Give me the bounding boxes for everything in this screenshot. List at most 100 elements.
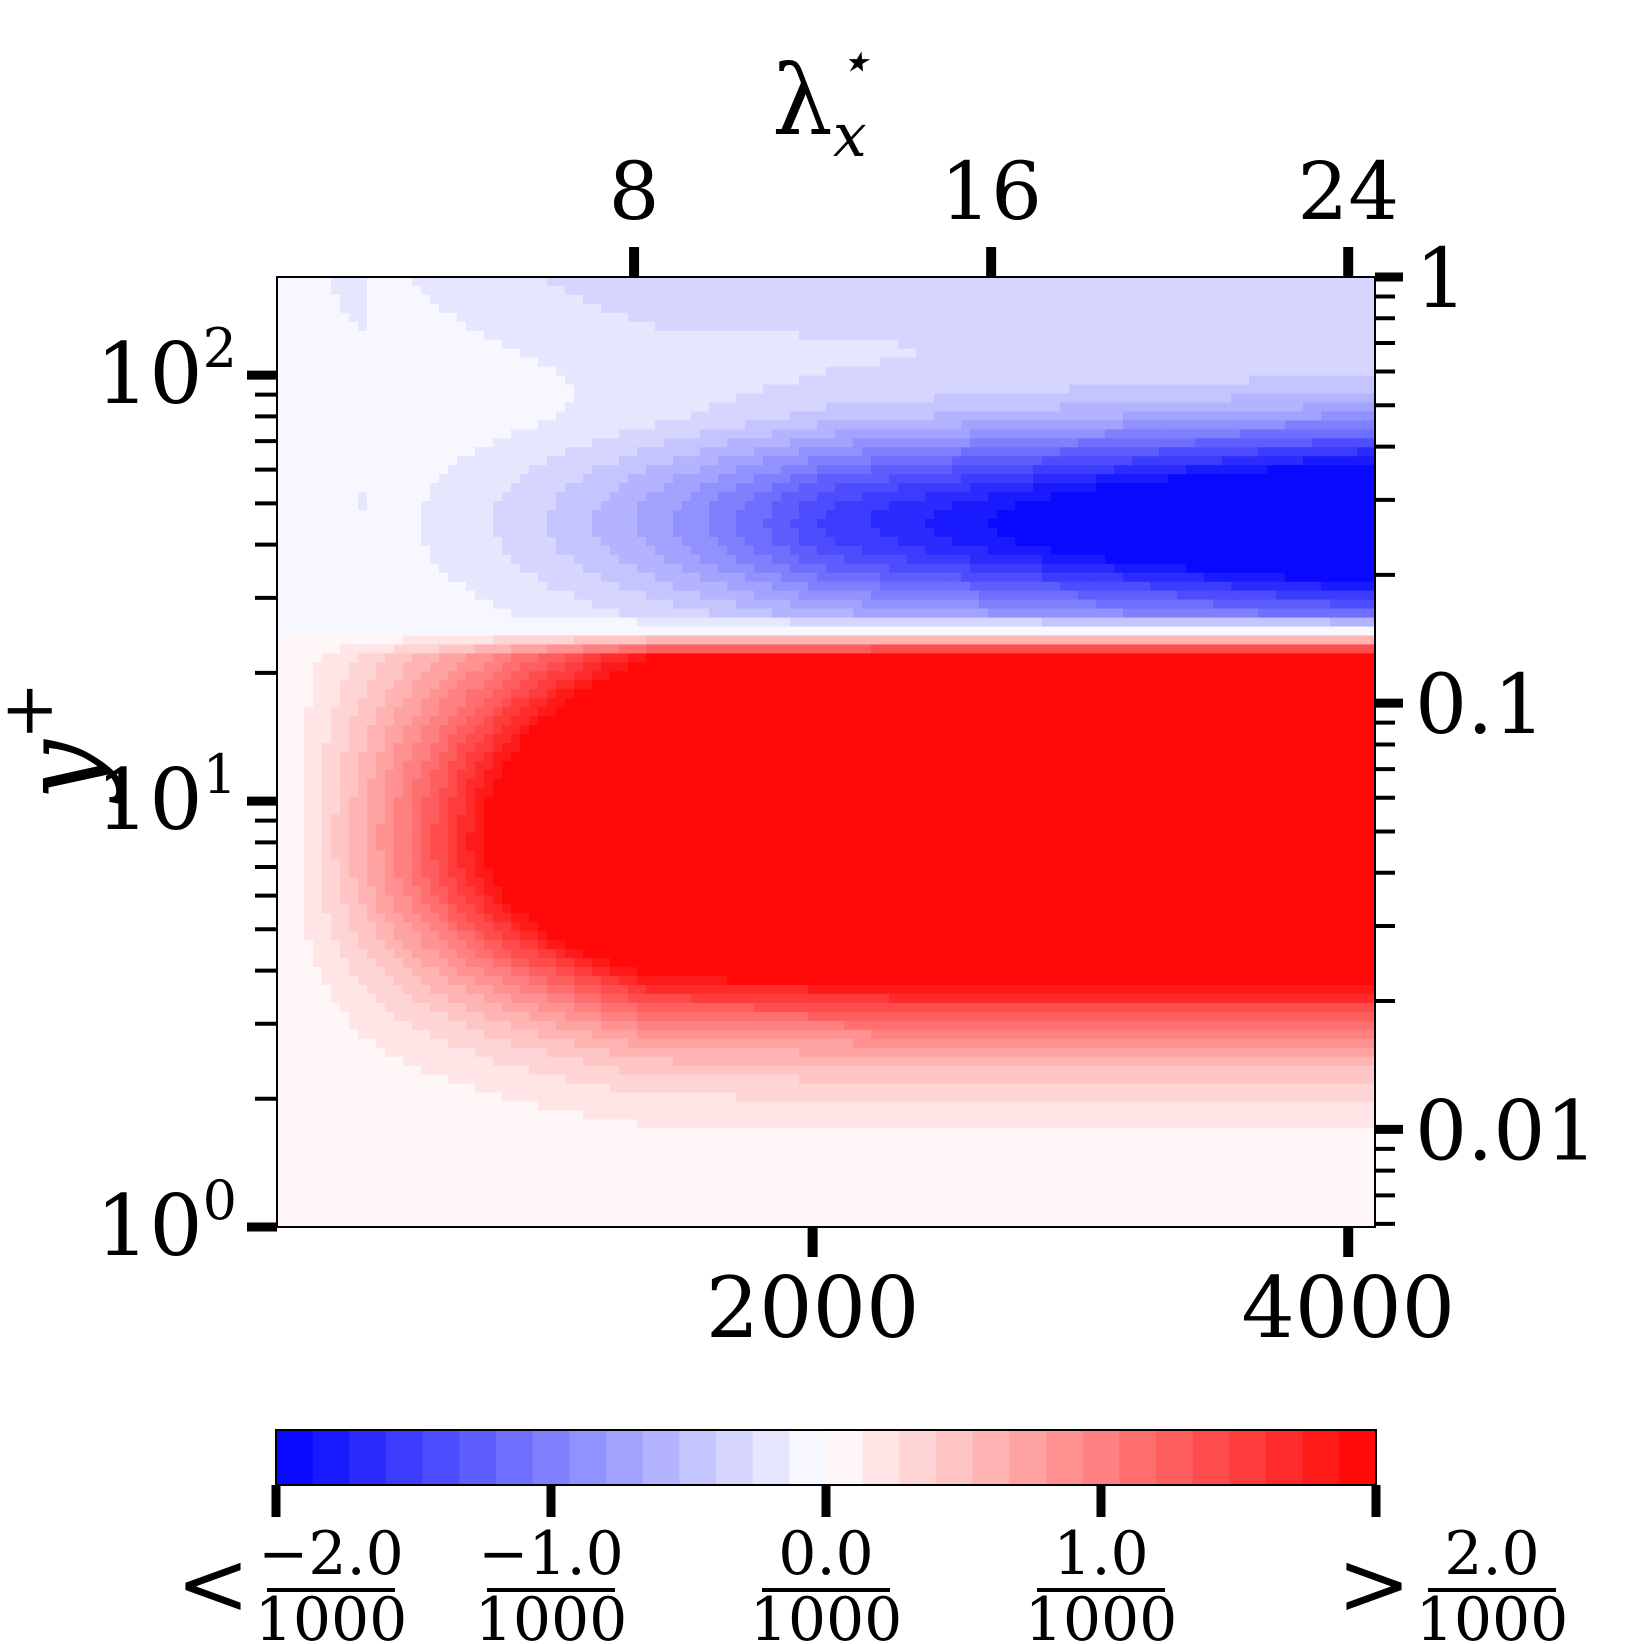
heatmap-cell: [367, 536, 377, 547]
heatmap-cell: [322, 348, 332, 359]
heatmap-cell: [1168, 456, 1178, 466]
heatmap-cell: [349, 545, 359, 556]
heatmap-cell: [979, 375, 989, 386]
heatmap-cell: [934, 483, 944, 493]
heatmap-cell: [1060, 635, 1070, 646]
heatmap-cell: [1159, 321, 1169, 332]
heatmap-cell: [907, 285, 917, 296]
heatmap-cell: [808, 608, 818, 619]
heatmap-cell: [1033, 312, 1043, 323]
heatmap-cell: [1303, 312, 1313, 323]
heatmap-cell: [1339, 474, 1349, 484]
heatmap-cell: [619, 635, 629, 646]
heatmap-cell: [673, 339, 683, 350]
heatmap-cell: [1087, 402, 1097, 413]
heatmap-cell: [484, 510, 494, 520]
heatmap-cell: [1114, 483, 1124, 493]
heatmap-cell: [358, 554, 368, 565]
heatmap-cell: [1231, 321, 1241, 332]
heatmap-cell: [853, 447, 863, 457]
heatmap-cell: [817, 545, 827, 556]
heatmap-cell: [1285, 285, 1295, 296]
heatmap-cell: [1357, 339, 1367, 350]
heatmap-cell: [907, 339, 917, 350]
heatmap-cell: [871, 635, 881, 646]
heatmap-cell: [943, 330, 953, 341]
heatmap-cell: [1303, 447, 1313, 457]
heatmap-cell: [1024, 474, 1034, 484]
heatmap-cell: [421, 285, 431, 296]
heatmap-cell: [727, 411, 737, 421]
heatmap-cell: [1042, 608, 1052, 619]
heatmap-cell: [322, 599, 332, 610]
heatmap-cell: [1051, 411, 1061, 421]
heatmap-cell: [817, 294, 827, 305]
heatmap-cell: [1231, 285, 1241, 296]
heatmap-cell: [376, 492, 386, 502]
heatmap-cell: [511, 312, 521, 323]
heatmap-cell: [538, 375, 548, 386]
heatmap-cell: [736, 510, 746, 520]
heatmap-cell: [808, 599, 818, 610]
heatmap-cell: [619, 393, 629, 404]
heatmap-cell: [394, 635, 404, 646]
heatmap-cell: [691, 429, 701, 439]
heatmap-cell: [1204, 483, 1214, 493]
heatmap-cell: [421, 635, 431, 646]
heatmap-cell: [376, 465, 386, 475]
heatmap-cell: [988, 312, 998, 323]
heatmap-cell: [493, 510, 503, 520]
heatmap-cell: [889, 563, 899, 574]
heatmap-cell: [1069, 599, 1079, 610]
heatmap-cell: [592, 447, 602, 457]
heatmap-cell: [1222, 617, 1232, 628]
heatmap-cell: [772, 438, 782, 448]
heatmap-cell: [628, 438, 638, 448]
heatmap-cell: [781, 402, 791, 413]
heatmap-cell: [862, 447, 872, 457]
heatmap-cell: [835, 545, 845, 556]
heatmap-cell: [1186, 492, 1196, 502]
heatmap-cell: [673, 626, 683, 637]
heatmap-cell: [718, 518, 728, 529]
heatmap-cell: [601, 563, 611, 574]
heatmap-cell: [331, 572, 341, 583]
heatmap-cell: [1195, 438, 1205, 448]
heatmap-cell: [1078, 474, 1088, 484]
heatmap-cell: [1123, 510, 1133, 520]
heatmap-cell: [862, 545, 872, 556]
heatmap-cell: [763, 357, 773, 368]
heatmap-cell: [664, 510, 674, 520]
heatmap-cell: [1033, 339, 1043, 350]
heatmap-cell: [358, 626, 368, 637]
heatmap-cell: [871, 617, 881, 628]
heatmap-cell: [1348, 456, 1358, 466]
heatmap-cell: [439, 294, 449, 305]
heatmap-cell: [700, 545, 710, 556]
heatmap-cell: [394, 447, 404, 457]
heatmap-cell: [673, 510, 683, 520]
heatmap-cell: [367, 339, 377, 350]
heatmap-cell: [394, 411, 404, 421]
heatmap-cell: [1348, 599, 1358, 610]
heatmap-cell: [943, 456, 953, 466]
heatmap-cell: [727, 590, 737, 601]
heatmap-cell: [619, 312, 629, 323]
heatmap-cell: [826, 277, 836, 287]
heatmap-cell: [394, 294, 404, 305]
heatmap-cell: [970, 474, 980, 484]
heatmap-cell: [871, 348, 881, 359]
heatmap-cell: [520, 321, 530, 332]
heatmap-cell: [628, 429, 638, 439]
heatmap-cell: [925, 420, 935, 430]
heatmap-cell: [592, 402, 602, 413]
heatmap-cell: [718, 429, 728, 439]
heatmap-cell: [304, 501, 314, 511]
heatmap-cell: [439, 330, 449, 341]
heatmap-cell: [1339, 599, 1349, 610]
heatmap-cell: [1123, 438, 1133, 448]
heatmap-cell: [439, 420, 449, 430]
heatmap-cell: [1267, 635, 1277, 646]
heatmap-cell: [412, 635, 422, 646]
heatmap-cell: [988, 599, 998, 610]
